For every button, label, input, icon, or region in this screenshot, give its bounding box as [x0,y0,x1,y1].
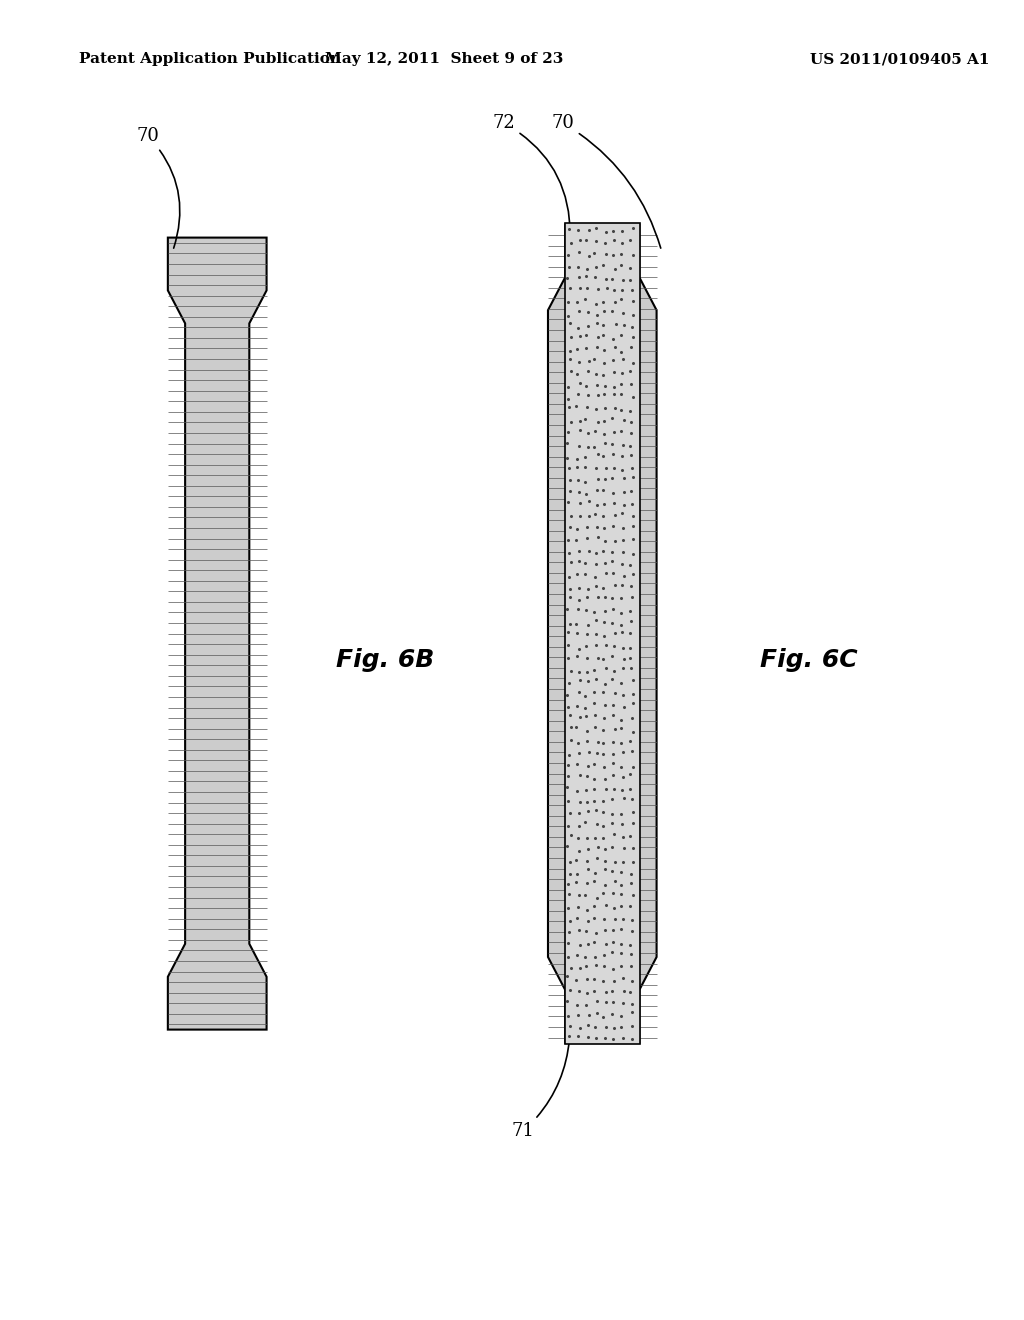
Text: May 12, 2011  Sheet 9 of 23: May 12, 2011 Sheet 9 of 23 [325,53,563,66]
Text: Fig. 6B: Fig. 6B [336,648,434,672]
Text: 72: 72 [493,114,570,235]
Text: 70: 70 [136,127,180,248]
Polygon shape [168,238,266,1030]
Polygon shape [548,224,656,1043]
Text: US 2011/0109405 A1: US 2011/0109405 A1 [810,53,989,66]
Text: 70: 70 [551,114,660,248]
Text: Patent Application Publication: Patent Application Publication [79,53,341,66]
Text: Fig. 6C: Fig. 6C [760,648,858,672]
Polygon shape [565,223,640,1044]
Text: 71: 71 [512,1039,569,1140]
